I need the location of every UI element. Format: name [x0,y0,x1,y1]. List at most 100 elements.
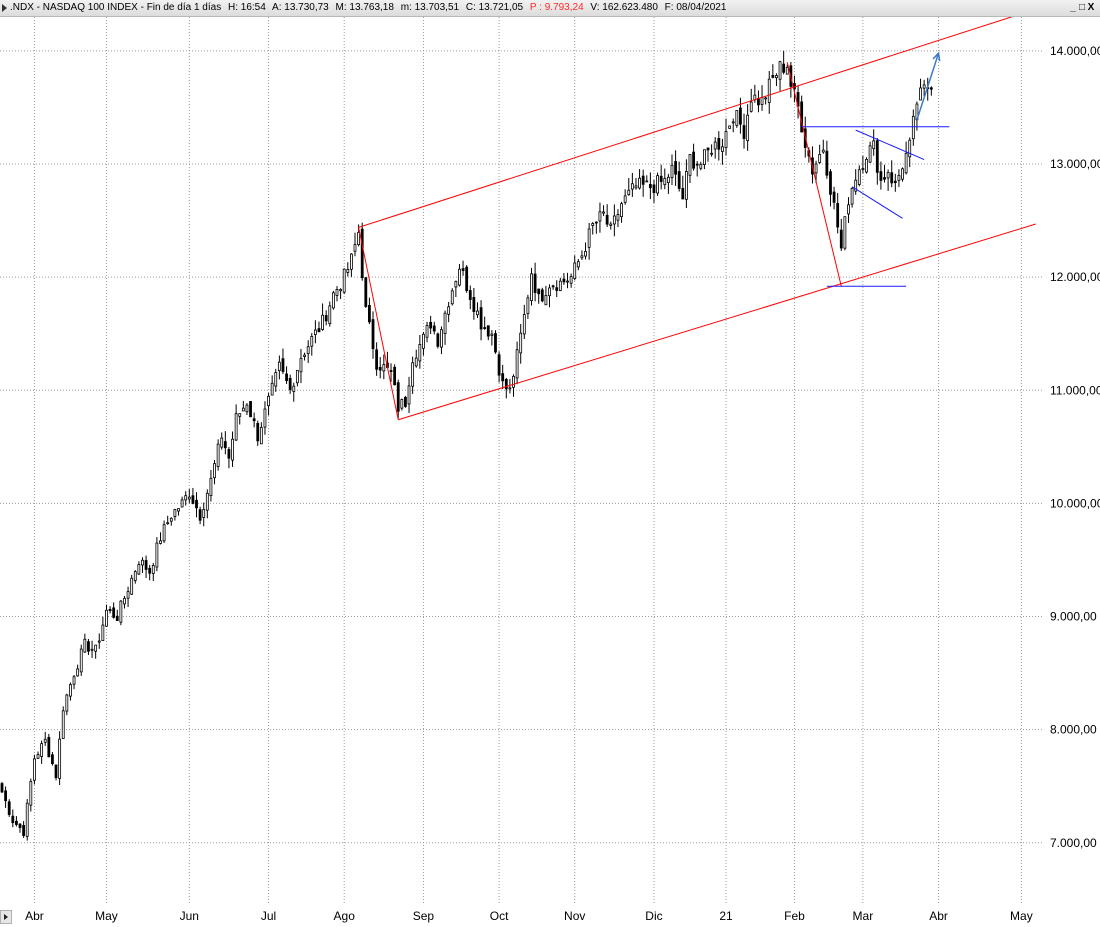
close-button[interactable]: X [1087,2,1096,13]
candle [829,169,832,207]
candle-body-down [742,125,746,139]
minimize-button[interactable]: _ [1070,2,1077,13]
candle-body-down [22,825,26,836]
candle [605,204,609,227]
candle-body-up [609,223,613,226]
candle-body-up [231,438,234,461]
candle-body-up [666,176,670,183]
candle-body-up [638,177,641,189]
candle-body-up [270,382,274,396]
candle-body-up [919,87,922,101]
candle-body-down [4,790,8,802]
candle-body-down [890,172,894,184]
candle [861,155,865,174]
candle-body-up [180,499,184,508]
candle [832,186,836,210]
candles [0,50,933,841]
candle [911,109,915,146]
candle-body-up [713,141,717,150]
volume-value: V: 162.623.480 [590,2,658,13]
candle-body-up [620,203,623,218]
candle-body-up [425,325,429,338]
candle [739,97,742,134]
candle [483,316,487,330]
candle [656,172,659,196]
candle-body-up [764,97,768,100]
candle [692,143,695,171]
flag-lower-line [851,186,903,219]
candle [4,786,8,808]
candle-body-up [306,346,310,354]
candle [580,250,584,261]
candle [141,557,144,573]
scroll-right-arrow-icon[interactable] [0,910,12,924]
candle [757,90,760,113]
candle-body-down [695,163,699,166]
candle [40,740,44,764]
candle [281,348,285,375]
candle-body-up [205,492,209,511]
y-tick-label: 7.000,00 [1050,836,1097,850]
candle [710,144,714,157]
x-tick-label: May [1010,909,1033,923]
candle-body-up [234,413,238,441]
candle-body-down [396,382,400,412]
candle-body-up [663,177,667,186]
candle [184,491,188,506]
candle [771,64,775,79]
candle [155,537,159,572]
candle-body-up [263,408,267,428]
candle-body-down [641,175,645,185]
candle [360,222,364,281]
candle-body-up [400,399,404,409]
candle [378,357,382,379]
candle-body-up [126,591,130,599]
candle-body-up [724,131,728,148]
candle-body-up [159,540,162,544]
candle [670,154,674,186]
candle-body-down [198,509,202,521]
candle-body-up [908,139,912,158]
candle [292,382,296,402]
candle [54,764,58,781]
candle-body-up [90,648,94,651]
candle-body-down [659,175,663,182]
candle-body-up [854,179,858,192]
candle-body-up [72,676,76,685]
candle [310,333,314,356]
candle [321,303,324,331]
candle [256,420,260,446]
candle [115,609,119,621]
candle [331,290,335,310]
candle [51,752,54,766]
candle-body-down [227,449,231,459]
candle-body-up [101,624,105,641]
candle-body-up [602,211,605,214]
candle-body-down [144,560,148,570]
candle-body-up [407,385,411,405]
candle-body-down [432,325,436,332]
menu-arrow-icon[interactable] [2,4,7,12]
candle [454,280,458,298]
candle [544,285,548,306]
candle [382,354,386,380]
candle [746,104,750,151]
flag-upper-line [855,129,925,160]
candle [497,351,501,383]
candle-body-up [703,149,706,165]
candle [839,218,843,251]
x-tick-label: Abr [929,909,948,923]
candle-body-down [389,370,393,372]
candle [908,137,912,168]
candle [418,334,422,369]
candle-body-up [220,437,224,448]
candle [69,682,72,701]
candle [277,355,281,380]
candle-body-up [202,509,206,518]
candlestick-chart[interactable]: 7.000,00 8.000,00 9.000,00 10.000,00 11.000,… [0,17,1100,927]
candle [638,169,641,190]
chart-title-bar: .NDX - NASDAQ 100 INDEX - Fin de día 1 d… [0,0,1100,17]
candle [191,487,195,505]
restore-button[interactable]: □ [1078,2,1087,13]
candle-body-up [688,154,692,176]
